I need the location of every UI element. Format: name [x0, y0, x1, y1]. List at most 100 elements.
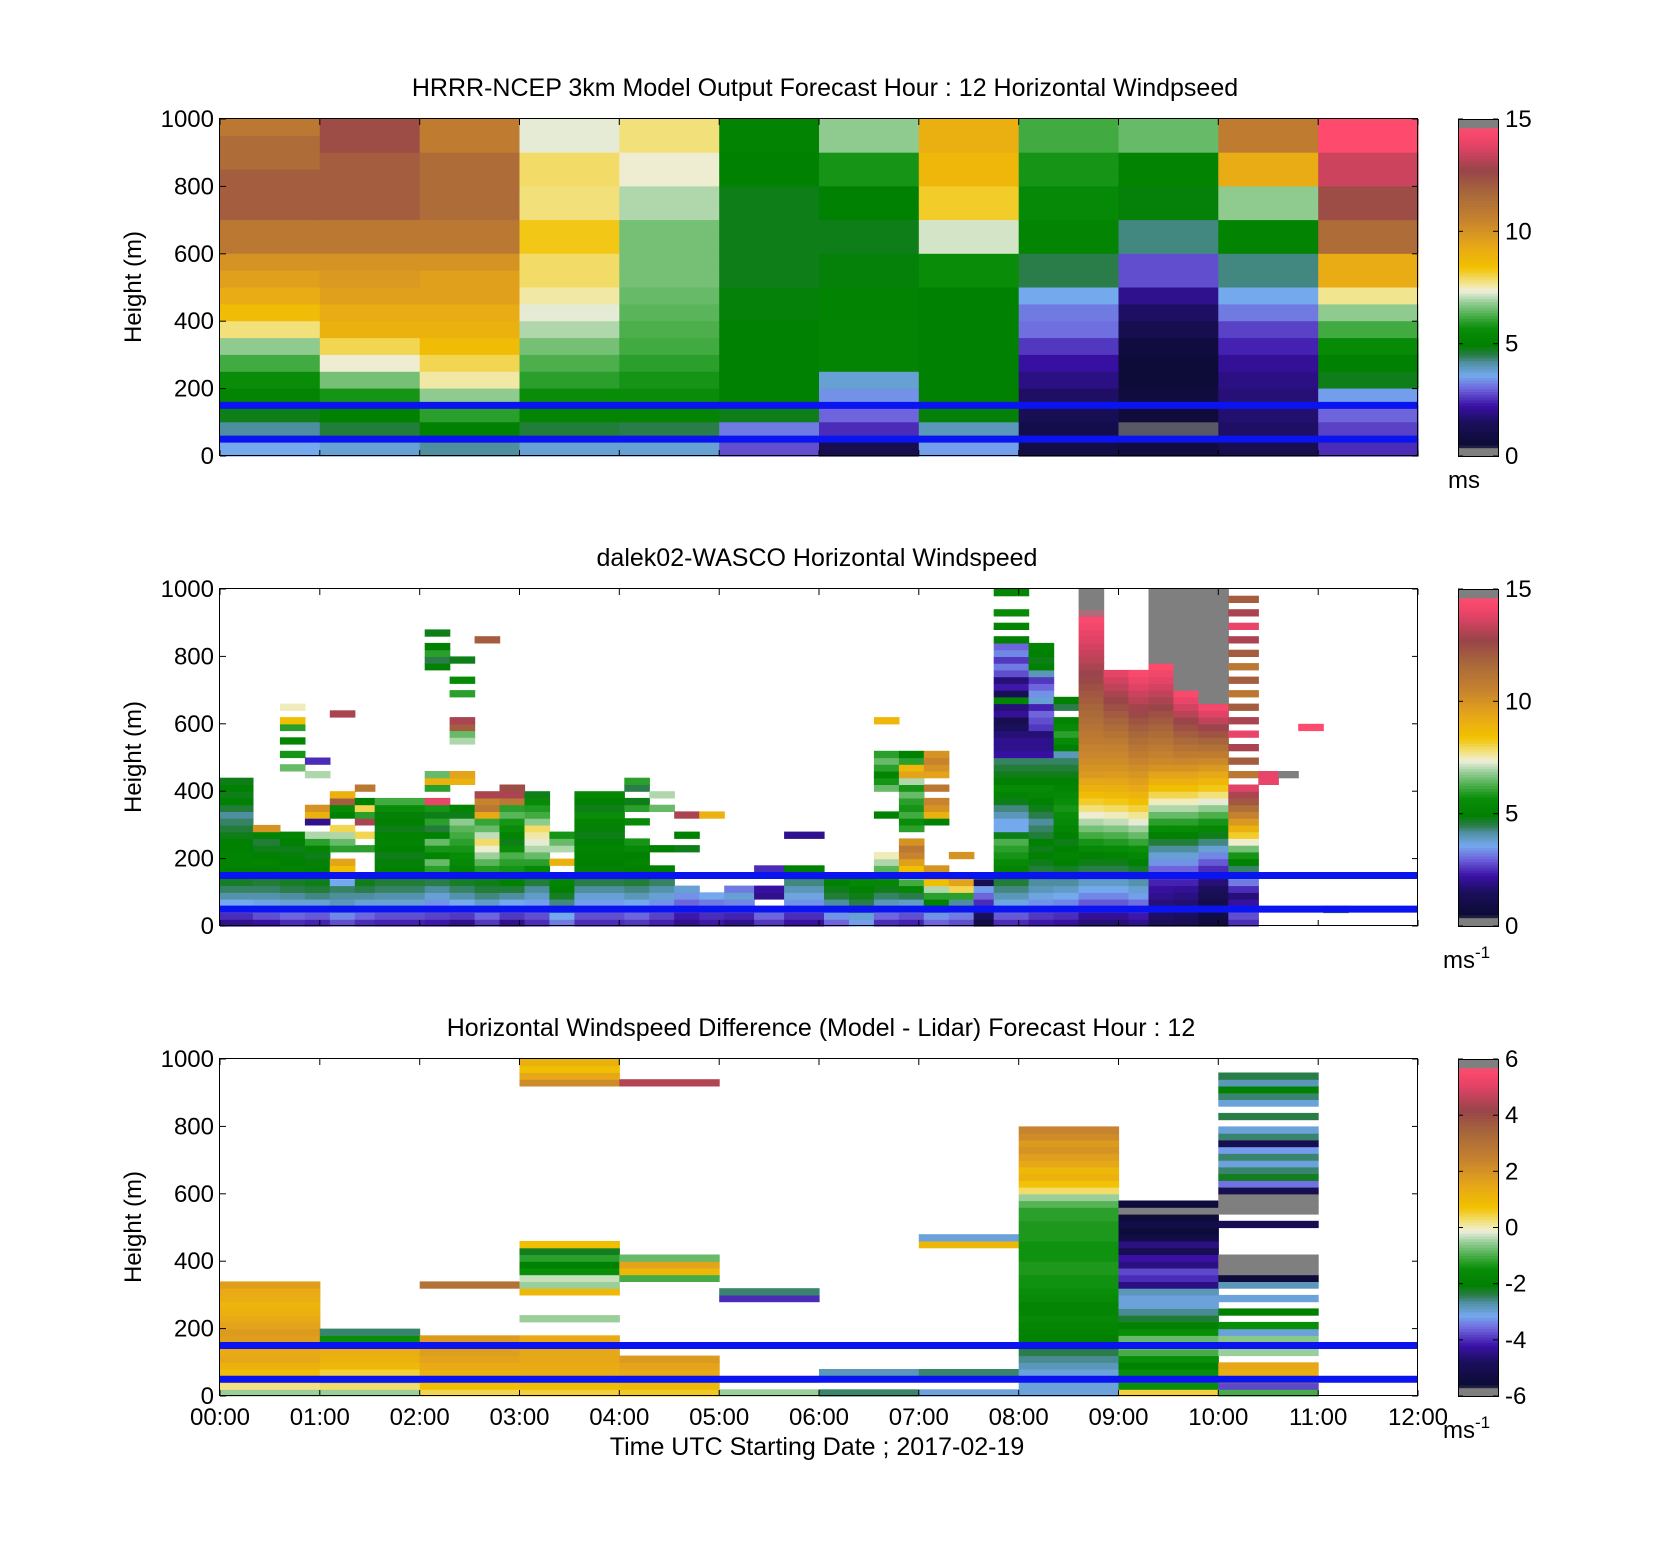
- colorbar-segment: [1458, 1171, 1498, 1175]
- heatmap-cell: [1103, 744, 1130, 752]
- heatmap-cell: [419, 186, 521, 204]
- heatmap-cell: [1078, 811, 1105, 819]
- heatmap-cell: [220, 892, 254, 900]
- heatmap-cell: [1198, 878, 1229, 887]
- colorbar-segment: [1458, 192, 1498, 196]
- heatmap-cell: [624, 912, 650, 920]
- heatmap-cell: [873, 919, 900, 927]
- heatmap-cell: [619, 1369, 720, 1377]
- heatmap-cell: [1228, 690, 1259, 698]
- heatmap-cell: [524, 912, 551, 920]
- colorbar-segment: [1458, 127, 1498, 131]
- heatmap-cell: [220, 1355, 321, 1363]
- heatmap-cell: [220, 838, 254, 846]
- heatmap-cell: [674, 912, 700, 920]
- colorbar-segment: [1458, 335, 1498, 339]
- colorbar-segment: [1458, 1255, 1498, 1259]
- heatmap-cell: [1053, 784, 1080, 792]
- colorbar-segment: [1458, 780, 1498, 784]
- colorbar-segment: [1458, 1367, 1498, 1372]
- heatmap-cell: [699, 892, 725, 900]
- colorbar-segment: [1458, 633, 1498, 638]
- heatmap-cell: [519, 388, 620, 406]
- heatmap-cell: [619, 270, 720, 289]
- heatmap-cell: [1118, 287, 1219, 305]
- heatmap-cell: [1218, 1207, 1319, 1215]
- colorbar-segment: [1458, 771, 1498, 775]
- heatmap-cell: [674, 919, 700, 927]
- heatmap-cell: [1198, 602, 1229, 610]
- heatmap-cell: [1228, 757, 1259, 765]
- heatmap-cell: [1148, 757, 1175, 765]
- heatmap-cell: [1018, 1220, 1120, 1229]
- colorbar-segment: [1458, 1359, 1498, 1363]
- colorbar-segment: [1458, 791, 1498, 795]
- heatmap-cell: [624, 858, 650, 866]
- heatmap-cell: [624, 818, 650, 826]
- colorbar-segment: [1458, 413, 1498, 418]
- heatmap-cell: [993, 811, 1030, 819]
- heatmap-cell: [1053, 892, 1080, 900]
- heatmap-cell: [1228, 791, 1259, 799]
- heatmap-cell: [374, 831, 426, 839]
- heatmap-cell: [1078, 737, 1105, 745]
- heatmap-cell: [374, 811, 426, 819]
- heatmap-cell: [649, 919, 675, 927]
- heatmap-cell: [873, 858, 900, 866]
- heatmap-cell: [1028, 831, 1055, 839]
- heatmap-cell: [1078, 851, 1105, 860]
- heatmap-cell: [1173, 777, 1199, 785]
- heatmap-cell: [354, 899, 376, 907]
- heatmap-cell: [1028, 690, 1055, 698]
- heatmap-cell: [1148, 629, 1175, 637]
- heatmap-cell: [1103, 703, 1130, 711]
- heatmap-cell: [319, 1348, 421, 1357]
- heatmap-cell: [1148, 663, 1175, 671]
- heatmap-cell: [419, 1382, 521, 1390]
- heatmap-cell: [304, 919, 331, 927]
- heatmap-cell: [1148, 730, 1175, 738]
- heatmap-cell: [873, 885, 900, 893]
- heatmap-cell: [1318, 119, 1419, 137]
- heatmap-cell: [819, 338, 920, 356]
- heatmap-cell: [319, 220, 421, 238]
- colorbar-segment: [1458, 405, 1498, 409]
- x-tick-label: 07:00: [889, 1404, 949, 1431]
- colorbar-segment: [1458, 200, 1498, 204]
- heatmap-cell: [918, 270, 1020, 289]
- heatmap-cell: [923, 892, 950, 900]
- heatmap-cell: [1198, 703, 1229, 711]
- heatmap-cell: [1173, 642, 1199, 651]
- heatmap-cell: [1173, 683, 1199, 691]
- heatmap-cell: [1218, 1099, 1319, 1107]
- heatmap-cell: [574, 899, 625, 907]
- heatmap-cell: [1018, 1281, 1120, 1289]
- heatmap-cell: [1018, 1355, 1120, 1363]
- heatmap-cell: [374, 804, 426, 812]
- heatmap-cell: [1028, 744, 1055, 752]
- colorbar-segment: [1458, 715, 1498, 719]
- heatmap-cell: [1103, 818, 1130, 826]
- x-tick-labels: 00:00 01:00 02:00 03:00 04:00 05:00 06:00 07:00…: [190, 1404, 1448, 1431]
- heatmap-cell: [1078, 824, 1105, 833]
- heatmap-cell: [1078, 703, 1105, 711]
- heatmap-cell: [1028, 723, 1055, 732]
- heatmap-cell: [1078, 683, 1105, 691]
- heatmap-cell: [374, 878, 426, 887]
- heatmap-cell: [519, 119, 620, 137]
- heatmap-cell: [252, 885, 281, 893]
- heatmap-cell: [1053, 878, 1080, 887]
- colorbar-segment: [1458, 343, 1498, 348]
- heatmap-cell: [1018, 1335, 1120, 1343]
- heatmap-cell: [499, 878, 526, 887]
- colorbar-segment: [1458, 611, 1498, 615]
- colorbar-segment: [1458, 368, 1498, 373]
- heatmap-cell: [1118, 1288, 1219, 1296]
- colorbar-tick-label: 15: [1505, 106, 1532, 133]
- colorbar-segment: [1458, 1320, 1498, 1324]
- heatmap-cell: [619, 220, 720, 238]
- heatmap-cell: [220, 1389, 321, 1397]
- heatmap-cell: [329, 831, 356, 839]
- heatmap-cell: [948, 878, 975, 887]
